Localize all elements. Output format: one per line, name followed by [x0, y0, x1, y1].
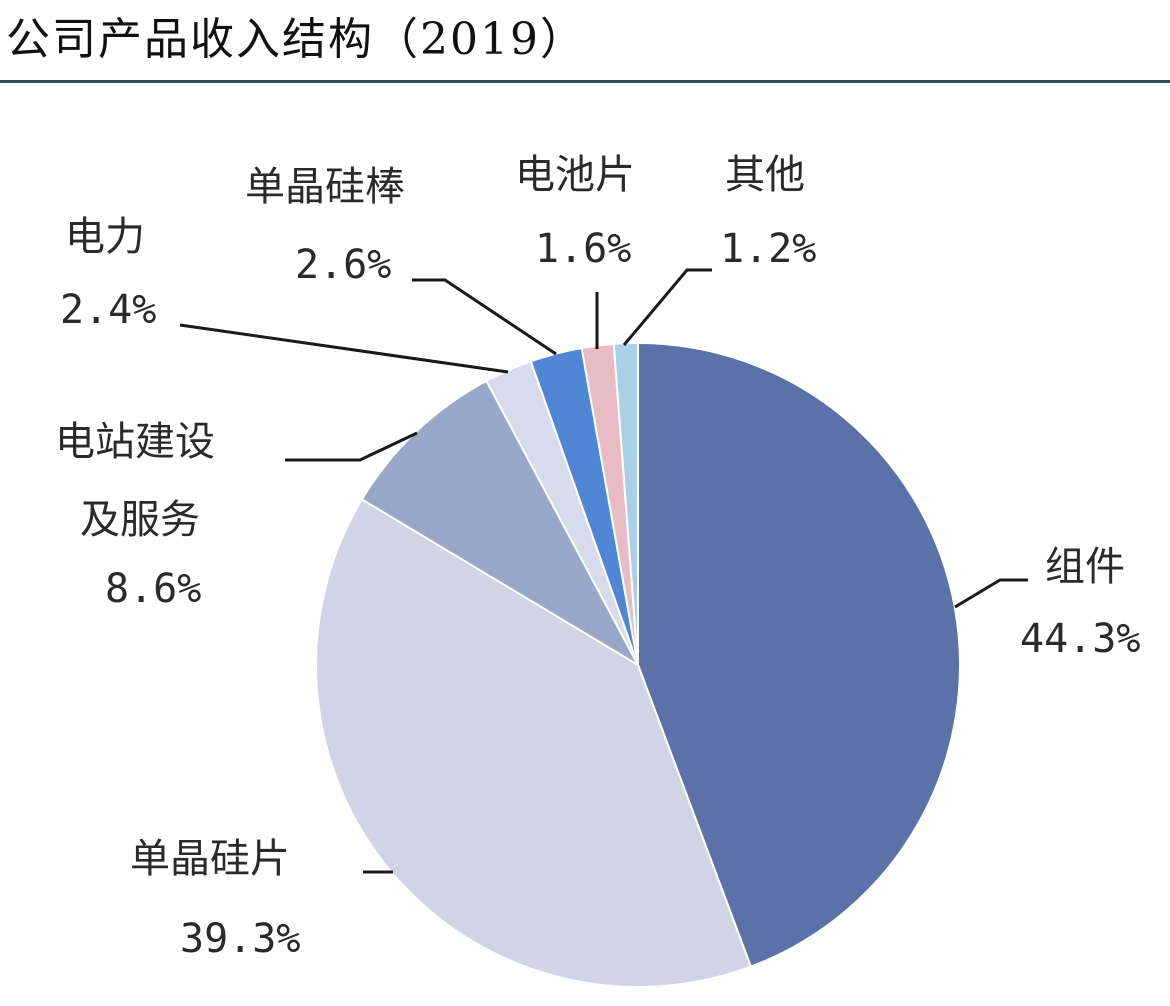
pie-slice — [360, 379, 641, 668]
slice-label: 电站建设 — [55, 419, 215, 465]
chart-title: 公司产品收入结构（2019） — [6, 14, 586, 65]
leader-line — [179, 323, 509, 374]
slice-label: 电力 — [65, 214, 145, 260]
slice-label: 单晶硅棒 — [245, 164, 405, 210]
slice-value-label: 1.2% — [720, 226, 816, 272]
leader-line — [412, 278, 557, 356]
slice-value-label: 2.4% — [60, 287, 156, 333]
slice-label: 其他 — [725, 152, 805, 198]
leader-line — [285, 431, 418, 462]
slice-value-label: 1.6% — [535, 226, 631, 272]
leader-line — [954, 578, 1028, 609]
title-divider — [0, 80, 1170, 83]
slice-value-label: 2.6% — [295, 242, 391, 288]
pie-slice — [637, 341, 961, 968]
slice-label: 电池片 — [515, 152, 635, 198]
leader-line — [622, 268, 712, 346]
slice-label: 组件 — [1045, 544, 1125, 590]
slice-value-label: 44.3% — [1020, 616, 1140, 662]
slice-value-label: 39.3% — [180, 916, 300, 962]
pie-slices — [315, 341, 961, 988]
slice-label: 及服务 — [80, 497, 200, 543]
leader-lines — [179, 268, 1028, 874]
slice-label: 单晶硅片 — [130, 836, 290, 882]
slice-value-label: 8.6% — [105, 566, 201, 612]
